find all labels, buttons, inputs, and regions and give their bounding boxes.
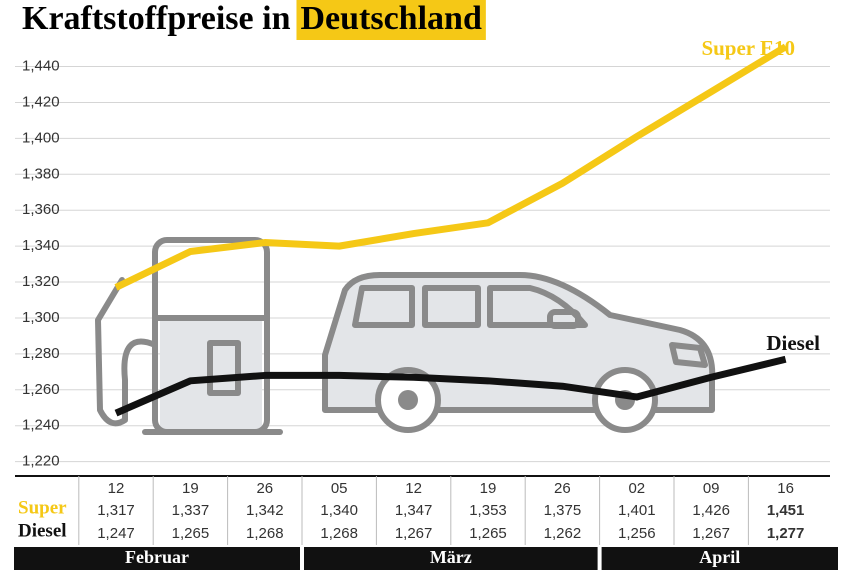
x-tick-label: 19 [480,480,497,497]
x-tick-label: 05 [331,480,348,497]
table-value: 1,451 [767,502,805,519]
table-value: 1,265 [469,525,507,542]
table-value: 1,268 [320,525,358,542]
table-value: 1,353 [469,502,507,519]
table-value: 1,317 [97,502,135,519]
x-tick-label: 19 [182,480,199,497]
table-value: 1,267 [692,525,730,542]
y-tick-label: 1,300 [22,309,60,326]
table-value: 1,262 [544,525,582,542]
x-tick-label: 02 [628,480,645,497]
y-tick-label: 1,340 [22,237,60,254]
x-tick-label: 09 [703,480,720,497]
table-value: 1,277 [767,525,805,542]
month-bar [304,547,598,570]
series-line [114,355,787,417]
row-label: Super [18,497,67,518]
table-value: 1,256 [618,525,656,542]
x-tick-label: 26 [554,480,571,497]
table-value: 1,337 [172,502,210,519]
illustration [95,237,716,435]
table-value: 1,342 [246,502,284,519]
y-tick-label: 1,400 [22,129,60,146]
row-label: Diesel [18,520,67,541]
x-tick-label: 12 [405,480,422,497]
y-tick-label: 1,380 [22,165,60,182]
table-value: 1,426 [692,502,730,519]
title-highlight-box [296,0,486,40]
table-value: 1,265 [172,525,210,542]
month-label: März [430,547,472,567]
y-tick-label: 1,320 [22,273,60,290]
y-tick-label: 1,440 [22,58,60,75]
y-tick-label: 1,220 [22,453,60,470]
y-tick-label: 1,360 [22,201,60,218]
y-tick-label: 1,280 [22,345,60,362]
table-value: 1,401 [618,502,656,519]
table-value: 1,267 [395,525,433,542]
month-label: April [699,547,740,567]
x-tick-label: 12 [108,480,125,497]
table-value: 1,268 [246,525,284,542]
table-value: 1,375 [544,502,582,519]
table-value: 1,247 [97,525,135,542]
y-tick-label: 1,260 [22,381,60,398]
chart-title: Kraftstoffpreise in [22,0,291,37]
series-label: Super E10 [701,36,795,60]
table-value: 1,347 [395,502,433,519]
month-label: Februar [125,547,189,567]
y-tick-label: 1,420 [22,93,60,110]
table-value: 1,340 [320,502,358,519]
x-tick-label: 26 [256,480,273,497]
y-tick-label: 1,240 [22,417,60,434]
month-bar [601,547,838,570]
series-label: Diesel [766,331,820,355]
chart-title-highlight: Deutschland [300,0,481,37]
x-tick-label: 16 [777,480,794,497]
month-bar [14,547,300,570]
series-line [114,43,788,291]
